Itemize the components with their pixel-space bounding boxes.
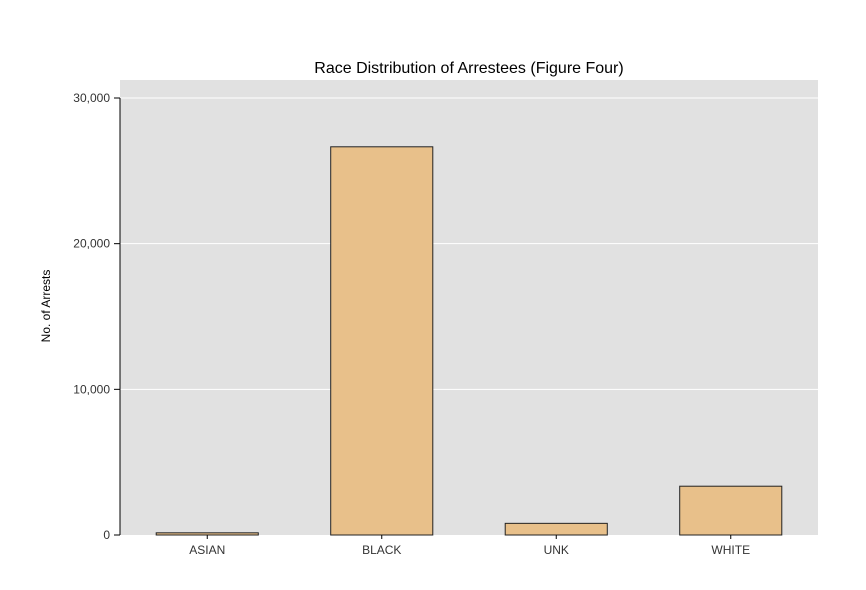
bar-black [330, 146, 434, 536]
y-tick-label-0: 0 [103, 528, 110, 542]
x-tick-label-black: BLACK [362, 543, 401, 557]
bar-unk [504, 522, 608, 536]
x-axis-ticks: ASIAN BLACK UNK WHITE [189, 535, 750, 557]
y-tick-label-3: 30,000 [73, 91, 110, 105]
plot-panel [120, 80, 818, 535]
x-tick-label-white: WHITE [711, 543, 750, 557]
y-axis-title: No. of Arrests [39, 270, 53, 343]
bar-white [679, 485, 783, 536]
bars [155, 146, 783, 536]
bar-asian [155, 532, 259, 536]
x-tick-label-unk: UNK [544, 543, 569, 557]
x-tick-label-asian: ASIAN [189, 543, 225, 557]
y-tick-label-1: 10,000 [73, 382, 110, 396]
gridlines [120, 97, 818, 390]
chart-title: Race Distribution of Arrestees (Figure F… [314, 60, 623, 77]
y-tick-label-2: 20,000 [73, 237, 110, 251]
y-axis-ticks: 0 10,000 20,000 30,000 [73, 91, 120, 542]
